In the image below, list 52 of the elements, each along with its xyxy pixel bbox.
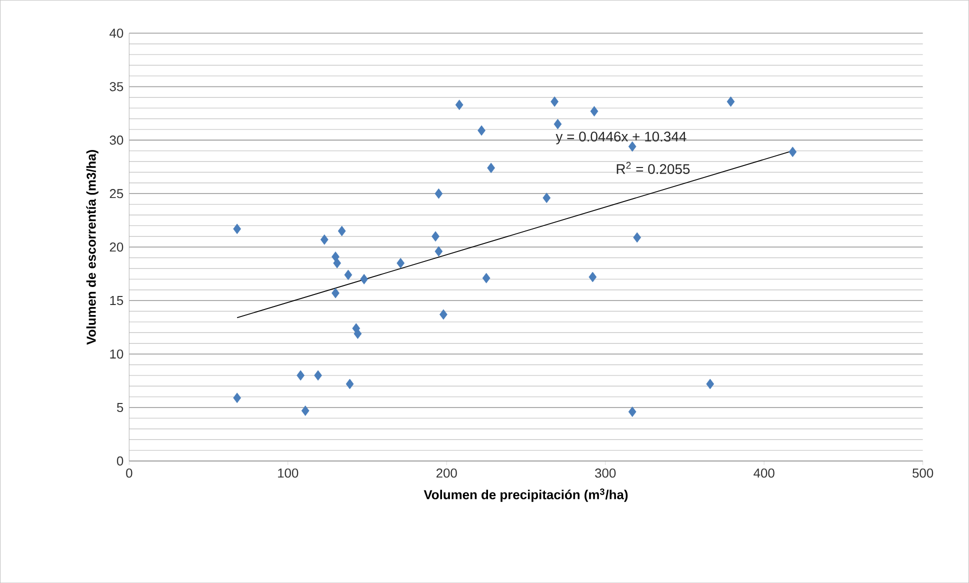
- point: [628, 141, 636, 152]
- point: [588, 272, 597, 282]
- point: [396, 258, 405, 268]
- y-tick-label: 20: [110, 242, 124, 252]
- point: [455, 100, 464, 110]
- point: [628, 406, 636, 417]
- point: [354, 328, 362, 339]
- y-axis-title: Volumen de escorrentía (m3/ha): [86, 150, 98, 345]
- point: [434, 246, 443, 256]
- y-tick-label: 35: [110, 82, 124, 92]
- point: [296, 370, 305, 381]
- point: [487, 162, 496, 174]
- point: [338, 226, 346, 236]
- x-tick-label: 100: [278, 468, 298, 478]
- annotation: R$^{2}$ = 0.2055: [616, 162, 690, 174]
- point: [542, 192, 551, 204]
- annotation: y = 0.0446x + 10.344: [556, 132, 686, 144]
- x-axis-title: Volumen de precipitación (m$^{3}$/ha): [424, 488, 628, 502]
- point: [726, 96, 735, 107]
- x-tick-label: 0: [126, 468, 132, 478]
- point: [440, 309, 448, 320]
- y-tick-label: 0: [116, 456, 124, 466]
- point: [554, 118, 562, 130]
- point: [233, 224, 242, 234]
- x-tick-label: 500: [912, 468, 934, 478]
- y-tick-label: 10: [110, 349, 124, 359]
- point: [333, 258, 342, 268]
- x-tick-label: 200: [436, 468, 457, 478]
- point: [301, 405, 310, 416]
- y-tick-label: 25: [110, 188, 124, 198]
- x-tick-label: 400: [754, 468, 774, 478]
- point: [706, 378, 714, 390]
- y-tick-label: 5: [116, 402, 124, 412]
- y-tick-label: 30: [110, 135, 124, 145]
- point: [434, 188, 443, 199]
- x-tick-label: 300: [595, 468, 616, 478]
- point: [482, 272, 490, 284]
- point: [344, 270, 352, 280]
- y-tick-label: 40: [110, 28, 124, 38]
- point: [590, 106, 598, 116]
- point: [633, 232, 642, 243]
- point: [332, 288, 340, 298]
- point: [346, 378, 354, 390]
- point: [360, 274, 368, 284]
- point: [550, 96, 559, 107]
- point: [233, 392, 242, 404]
- point: [478, 125, 486, 136]
- point: [432, 231, 440, 242]
- y-tick-label: 15: [110, 296, 124, 306]
- point: [788, 146, 797, 158]
- point: [314, 370, 322, 381]
- point: [320, 234, 328, 245]
